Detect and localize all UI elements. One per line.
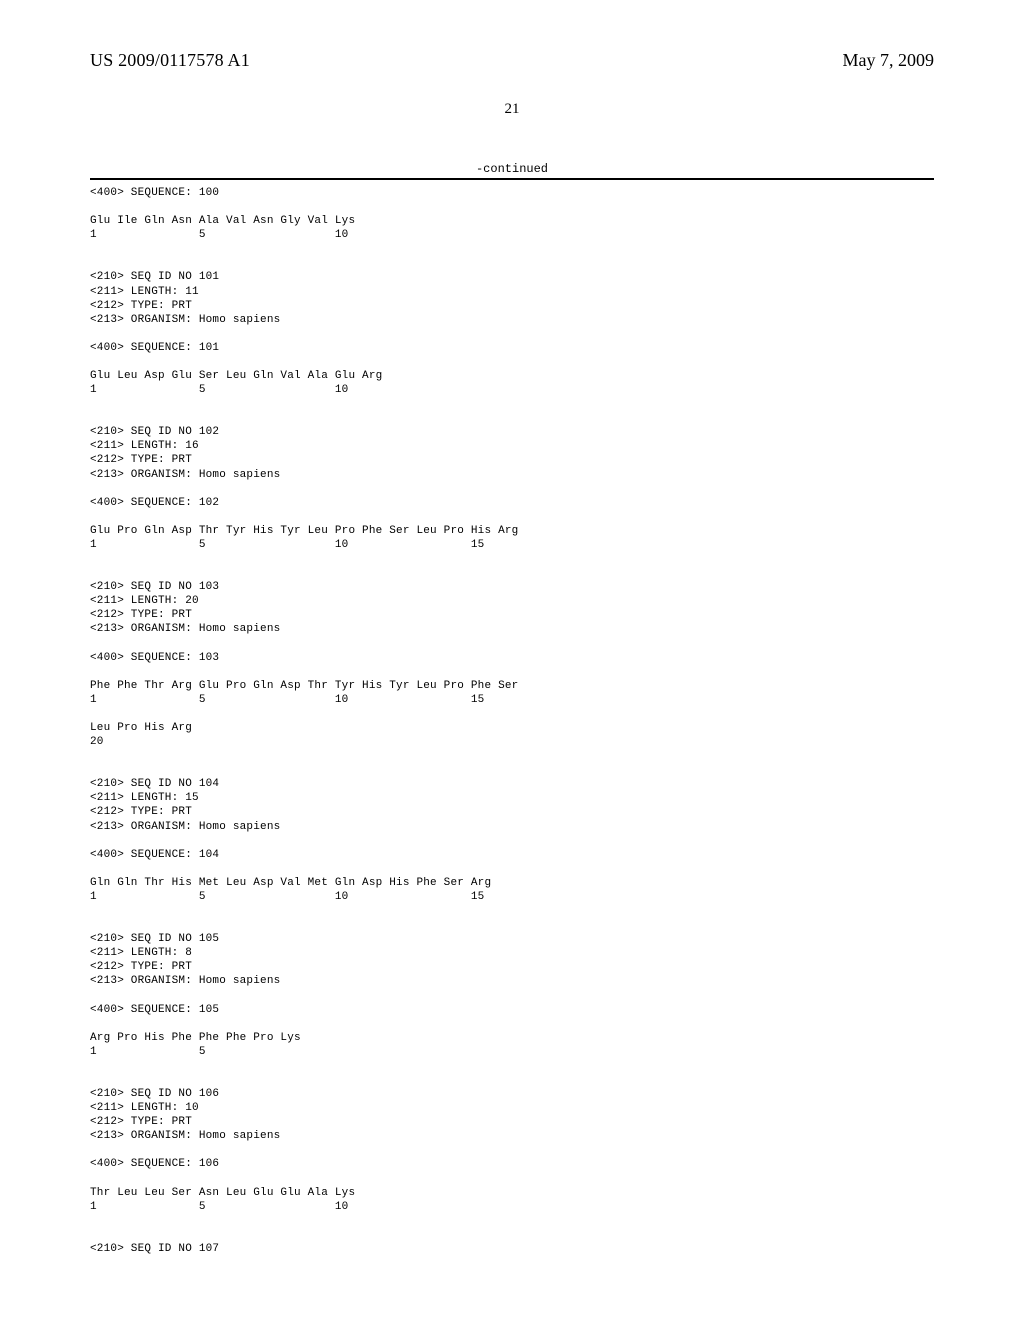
patent-number: US 2009/0117578 A1 bbox=[90, 50, 250, 71]
sequence-listing: <400> SEQUENCE: 100 Glu Ile Gln Asn Ala … bbox=[90, 186, 934, 1256]
page-header: US 2009/0117578 A1 May 7, 2009 bbox=[90, 50, 934, 71]
section-rule bbox=[90, 178, 934, 180]
page: US 2009/0117578 A1 May 7, 2009 21 -conti… bbox=[0, 0, 1024, 1320]
page-number: 21 bbox=[90, 101, 934, 118]
publication-date: May 7, 2009 bbox=[843, 50, 935, 71]
continued-label: -continued bbox=[90, 162, 934, 176]
